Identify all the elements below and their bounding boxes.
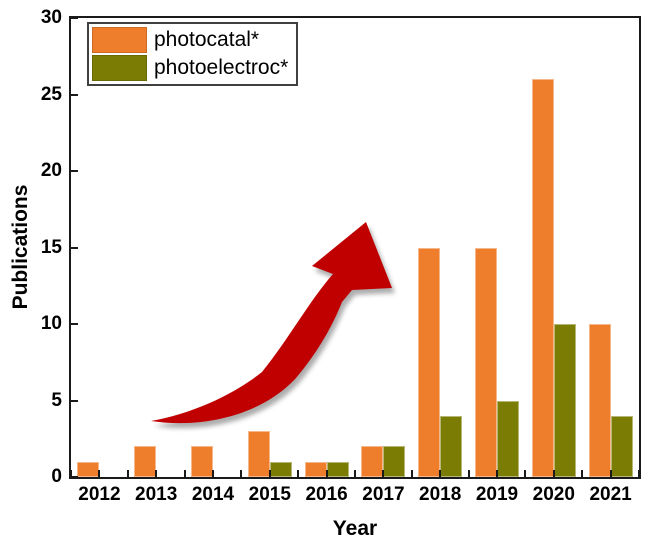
- bar-photocatal-2014: [191, 446, 213, 477]
- x-tick-label-2017: 2017: [362, 484, 405, 505]
- y-tick-15: [71, 246, 78, 249]
- x-tick-19: [609, 470, 612, 477]
- x-tick-label-2018: 2018: [419, 484, 462, 505]
- y-tick-label-5: 5: [51, 389, 62, 411]
- x-tick-label-2012: 2012: [78, 484, 121, 505]
- legend-swatch-photoelectroc: [92, 55, 147, 81]
- bar-photocatal-2012: [77, 461, 100, 477]
- x-tick-8: [297, 470, 300, 477]
- y-tick-label-15: 15: [40, 236, 62, 258]
- x-tick-12: [410, 470, 413, 477]
- x-tick-3: [155, 470, 158, 477]
- bar-photocatal-2016: [304, 461, 327, 477]
- x-tick-label-2020: 2020: [532, 484, 575, 505]
- bar-photocatal-2013: [134, 446, 157, 477]
- x-tick-14: [467, 470, 470, 477]
- y-tick-10: [71, 323, 78, 325]
- x-tick-10: [354, 470, 356, 477]
- y-tick-label-0: 0: [51, 466, 62, 487]
- x-tick-2: [126, 470, 129, 477]
- y-tick-label-25: 25: [40, 83, 62, 105]
- bar-photoelectroc-2018: [440, 415, 463, 477]
- legend-item-photocatal: photocatal*: [92, 27, 288, 53]
- x-tick-16: [524, 470, 527, 477]
- bar-photoelectroc-2019: [497, 400, 519, 477]
- x-tick-4: [183, 470, 186, 477]
- x-tick-9: [325, 470, 328, 477]
- y-tick-label-10: 10: [40, 313, 62, 334]
- y-tick-label-20: 20: [40, 160, 62, 181]
- y-tick-20: [71, 170, 78, 172]
- x-tick-11: [382, 470, 385, 477]
- y-tick-0: [71, 476, 78, 478]
- legend-label-photocatal: photocatal*: [154, 28, 260, 51]
- bar-photocatal-2018: [418, 247, 441, 477]
- bar-photocatal-2015: [247, 431, 270, 477]
- y-tick-5: [71, 399, 78, 402]
- y-tick-30: [71, 17, 78, 19]
- plot-area: [69, 16, 641, 479]
- x-tick-6: [240, 470, 243, 477]
- legend-label-photoelectroc: photoelectroc*: [154, 56, 289, 79]
- legend: photocatal* photoelectroc*: [87, 22, 299, 86]
- x-tick-5: [212, 470, 214, 477]
- x-tick-1: [98, 470, 101, 477]
- legend-item-photoelectroc: photoelectroc*: [92, 55, 288, 81]
- x-tick-label-2015: 2015: [248, 484, 291, 505]
- bar-photoelectroc-2021: [610, 415, 633, 477]
- bar-photocatal-2017: [361, 446, 384, 477]
- x-tick-label-2013: 2013: [135, 484, 178, 505]
- x-tick-label-2021: 2021: [589, 484, 632, 505]
- bar-photoelectroc-2020: [553, 324, 576, 477]
- x-tick-15: [496, 470, 498, 477]
- x-tick-0: [70, 470, 72, 477]
- x-tick-label-2016: 2016: [305, 484, 348, 505]
- legend-swatch-photocatal: [92, 27, 147, 53]
- bar-photocatal-2020: [531, 79, 554, 477]
- x-tick-label-2019: 2019: [475, 484, 519, 505]
- x-tick-label-2014: 2014: [191, 484, 235, 505]
- x-tick-20: [638, 470, 640, 477]
- y-tick-25: [71, 93, 78, 96]
- bar-photoelectroc-2017: [383, 446, 406, 477]
- bar-photoelectroc-2015: [269, 461, 292, 477]
- x-tick-13: [439, 470, 442, 477]
- x-axis-title: Year: [332, 517, 378, 540]
- y-tick-label-30: 30: [40, 7, 62, 28]
- x-tick-17: [552, 470, 555, 477]
- bar-photocatal-2021: [588, 324, 611, 477]
- x-tick-18: [581, 470, 584, 477]
- bar-photocatal-2019: [475, 247, 497, 477]
- bar-photoelectroc-2016: [326, 461, 349, 477]
- x-tick-7: [268, 470, 271, 477]
